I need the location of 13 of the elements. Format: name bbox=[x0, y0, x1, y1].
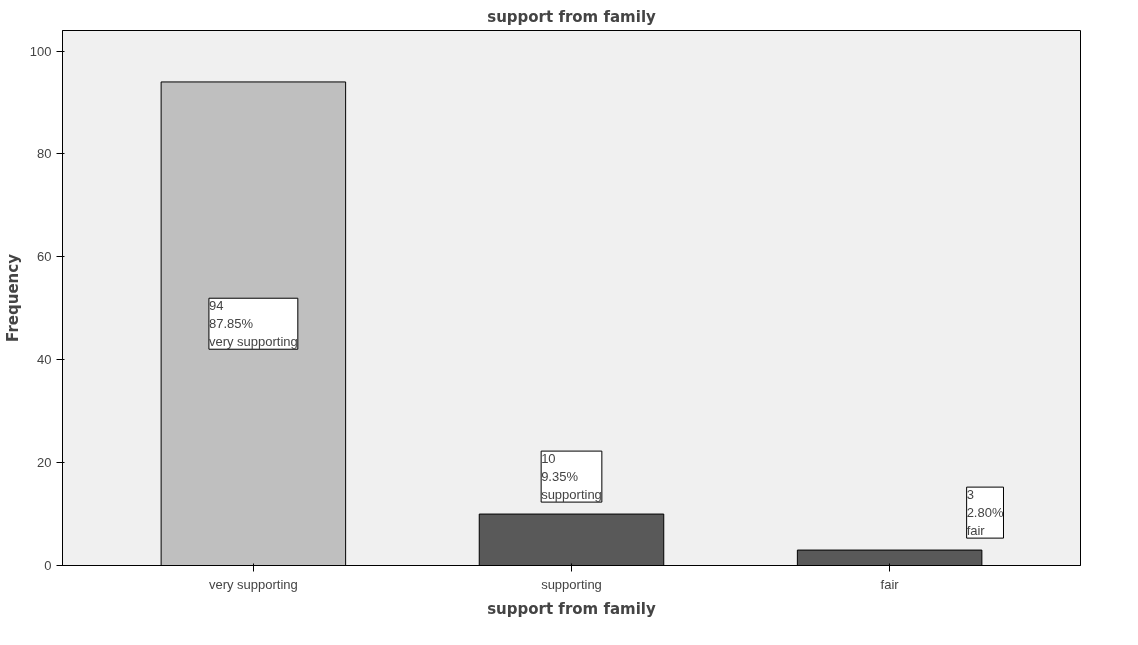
y-tick-label: 60 bbox=[37, 249, 52, 265]
y-tick-label: 20 bbox=[37, 455, 52, 471]
y-tick-label: 100 bbox=[29, 43, 52, 59]
x-tick-label: fair bbox=[880, 576, 900, 592]
data-label: 3 2.80% fair bbox=[966, 487, 1004, 539]
x-axis-title: support from family bbox=[487, 599, 657, 618]
y-tick-label: 0 bbox=[44, 558, 52, 573]
chart-title: support from family bbox=[487, 7, 657, 26]
x-tick-label: very supporting bbox=[208, 576, 298, 592]
y-axis-title: Frequency bbox=[3, 253, 22, 342]
y-tick-label: 80 bbox=[37, 146, 52, 162]
y-tick-label: 40 bbox=[37, 352, 52, 368]
x-tick-label: supporting bbox=[541, 576, 602, 592]
